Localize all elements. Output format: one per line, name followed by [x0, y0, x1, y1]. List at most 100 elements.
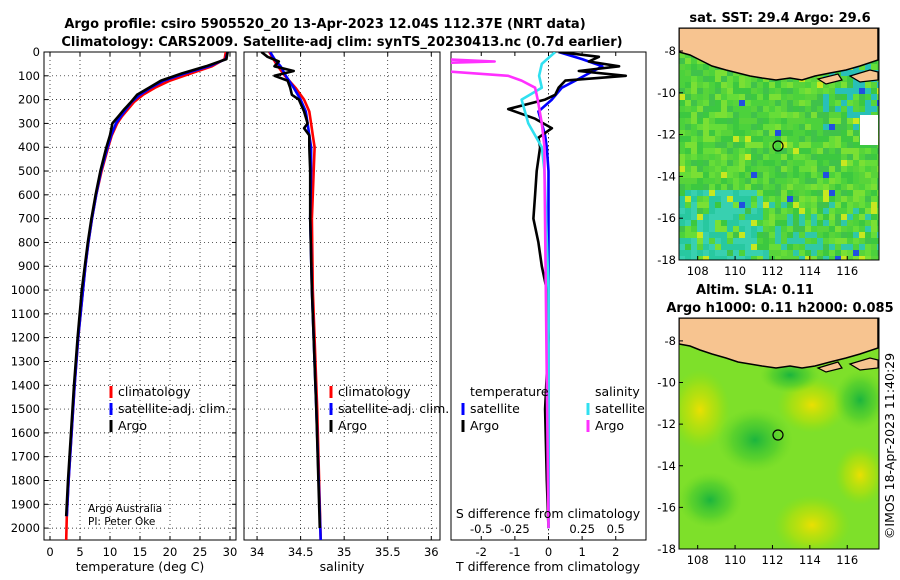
sst-pixel	[703, 148, 709, 154]
sst-pixel	[685, 64, 691, 70]
sst-pixel	[829, 166, 835, 172]
sst-pixel	[775, 196, 781, 202]
sst-pixel	[685, 244, 691, 250]
sst-pixel	[709, 136, 715, 142]
sst-pixel	[835, 124, 841, 130]
sst-pixel	[805, 238, 811, 244]
sst-pixel	[733, 232, 739, 238]
sst-pixel	[835, 184, 841, 190]
sst-pixel	[829, 220, 835, 226]
sst-pixel	[685, 124, 691, 130]
lat-tick-label: -16	[657, 500, 676, 514]
sst-pixel	[751, 208, 757, 214]
depth-tick-label: 1300	[11, 354, 40, 368]
sst-pixel	[817, 142, 823, 148]
sst-pixel	[865, 232, 871, 238]
lon-tick-label: 114	[799, 553, 821, 567]
sst-pixel	[685, 250, 691, 256]
sst-pixel	[697, 226, 703, 232]
sst-pixel	[685, 184, 691, 190]
sst-pixel	[841, 178, 847, 184]
sst-pixel	[853, 238, 859, 244]
sst-pixel	[811, 76, 817, 82]
sst-pixel	[703, 100, 709, 106]
sst-pixel	[721, 196, 727, 202]
sst-pixel	[715, 214, 721, 220]
sst-pixel	[691, 82, 697, 88]
sst-pixel	[787, 250, 793, 256]
sst-pixel	[835, 172, 841, 178]
sst-pixel	[685, 82, 691, 88]
lon-tick-label: 110	[724, 264, 746, 278]
sst-pixel	[685, 220, 691, 226]
sst-pixel	[757, 196, 763, 202]
sst-pixel	[697, 58, 703, 64]
sst-pixel	[787, 178, 793, 184]
sst-pixel	[703, 256, 709, 260]
sst-pixel	[823, 184, 829, 190]
sst-pixel	[709, 232, 715, 238]
sst-pixel	[811, 232, 817, 238]
sst-pixel	[865, 88, 871, 94]
sst-pixel	[727, 220, 733, 226]
sst-pixel	[829, 196, 835, 202]
sst-pixel	[715, 256, 721, 260]
sst-pixel	[871, 106, 877, 112]
sst-pixel	[739, 214, 745, 220]
sst-pixel	[853, 88, 859, 94]
x-tick-label: 0	[46, 545, 53, 559]
sst-pixel	[709, 100, 715, 106]
sst-pixel	[745, 166, 751, 172]
sst-pixel	[745, 82, 751, 88]
sst-pixel	[739, 244, 745, 250]
sst-pixel	[793, 250, 799, 256]
sst-pixel	[871, 88, 877, 94]
sst-pixel	[817, 124, 823, 130]
sst-pixel	[763, 106, 769, 112]
salinity-legend: climatology satellite-adj. clim. Argo	[329, 384, 449, 433]
sst-pixel	[739, 112, 745, 118]
depth-tick-label: 600	[18, 188, 40, 202]
sst-pixel	[781, 172, 787, 178]
sst-pixel	[859, 88, 865, 94]
sst-pixel	[769, 94, 775, 100]
sst-pixel	[739, 136, 745, 142]
sst-pixel	[739, 148, 745, 154]
sla-map-image	[679, 318, 879, 549]
sst-pixel	[757, 172, 763, 178]
sst-pixel	[727, 124, 733, 130]
sst-pixel	[787, 196, 793, 202]
salinity-xlabel: salinity	[320, 559, 365, 574]
sst-pixel	[835, 244, 841, 250]
sst-pixel	[697, 94, 703, 100]
sst-pixel	[745, 190, 751, 196]
sst-pixel	[781, 256, 787, 260]
sst-pixel	[871, 226, 877, 232]
sst-pixel	[781, 190, 787, 196]
sst-pixel	[805, 130, 811, 136]
sst-pixel	[799, 142, 805, 148]
sst-pixel	[745, 244, 751, 250]
sst-pixel	[727, 106, 733, 112]
sst-pixel	[811, 196, 817, 202]
sst-pixel	[739, 232, 745, 238]
sst-pixel	[829, 226, 835, 232]
sst-pixel	[841, 130, 847, 136]
sst-pixel	[763, 232, 769, 238]
sst-pixel	[679, 70, 685, 76]
sst-pixel	[871, 82, 877, 88]
sla-high	[835, 445, 879, 505]
sst-pixel	[865, 256, 871, 260]
depth-tick-label: 1700	[11, 450, 40, 464]
sst-pixel	[865, 196, 871, 202]
sst-pixel	[757, 184, 763, 190]
sst-pixel	[733, 154, 739, 160]
sst-pixel	[805, 178, 811, 184]
sst-pixel	[733, 208, 739, 214]
sst-pixel	[823, 124, 829, 130]
sst-pixel	[877, 178, 879, 184]
sst-pixel	[841, 94, 847, 100]
sst-pixel	[685, 172, 691, 178]
sst-pixel	[709, 88, 715, 94]
sst-pixel	[853, 196, 859, 202]
